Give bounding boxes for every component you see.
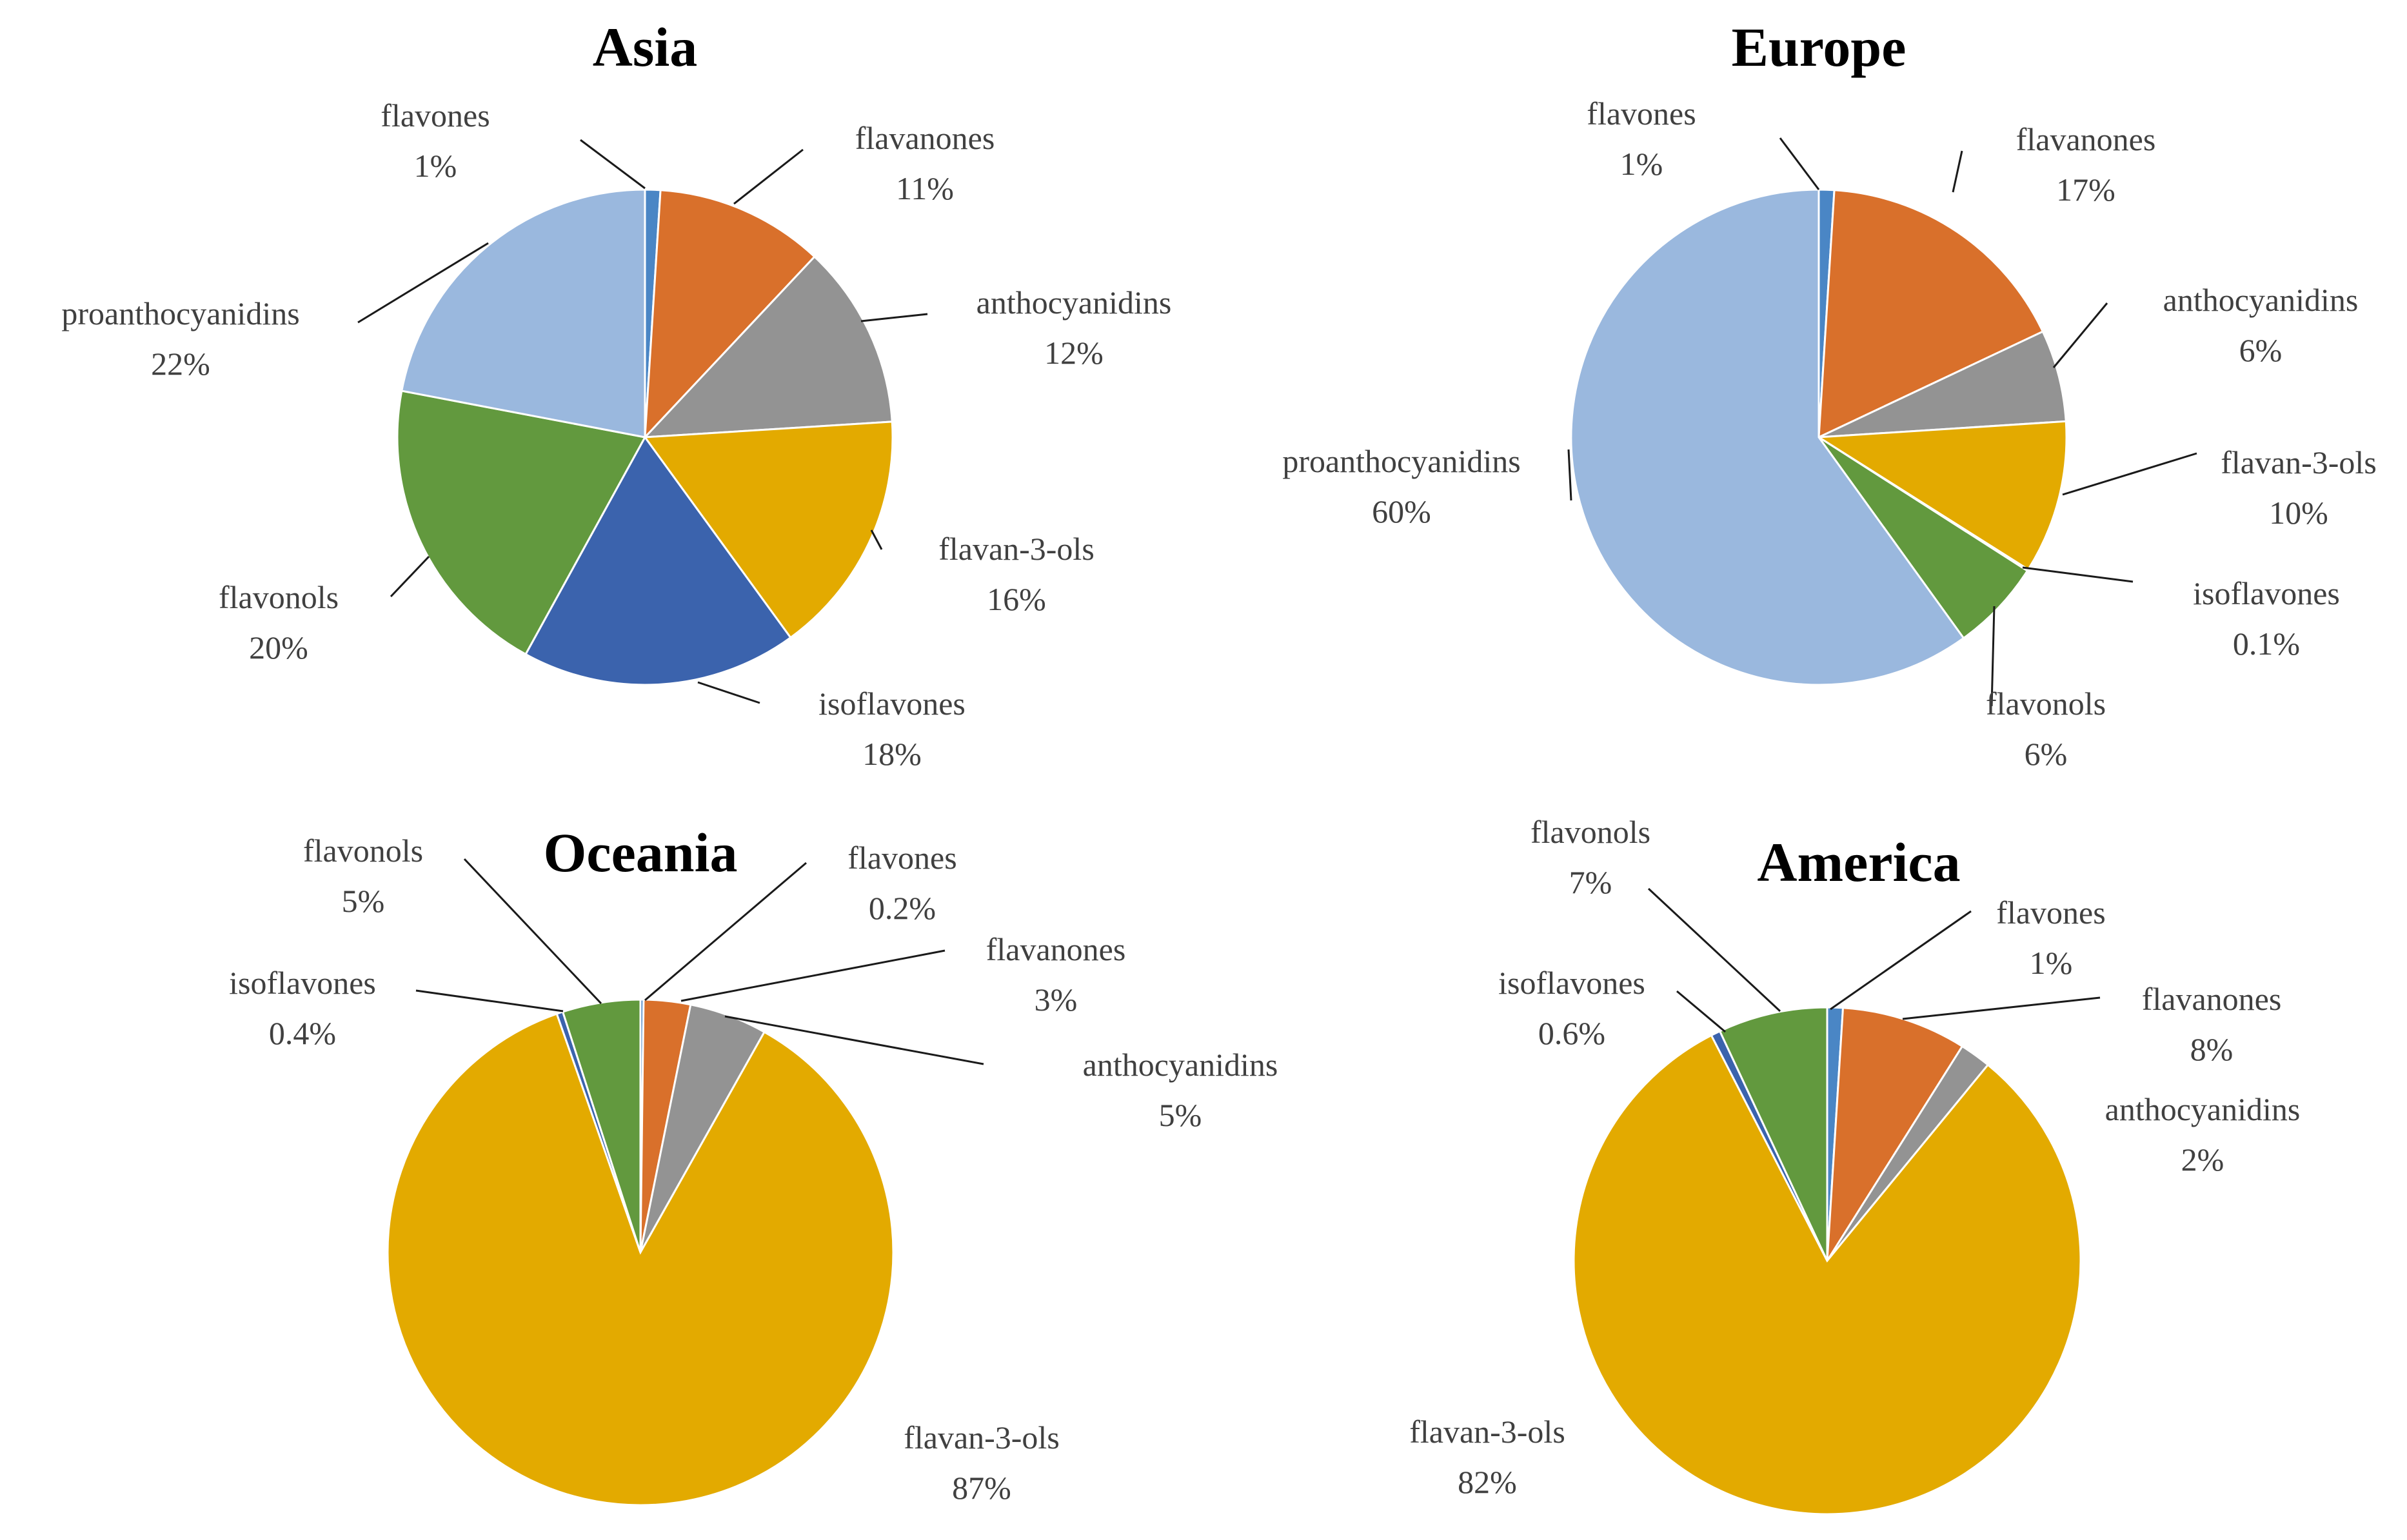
slice-oceania-flavan-3-ols [386,1012,895,1506]
pie-chart-asia: Asia flavones 1% flavanones 11% anthocyanidin… [61,16,1171,772]
slice-europe-flavanones [1818,189,2045,439]
slice-name-oceania-flavones: flavones [847,840,956,876]
leader-line-oceania-isoflavones [415,989,564,1012]
leader-line-oceania-flavonols [463,858,602,1005]
slice-name-europe-flavanones: flavanones [2016,121,2156,157]
leader-line-asia-isoflavones [697,681,760,704]
slice-name-asia-flavonols: flavonols [219,579,339,615]
slice-name-asia-flavanones: flavanones [855,120,995,156]
chart-title-asia: Asia [593,16,697,78]
slice-value-america-flavan-3-ols: 82% [1458,1464,1517,1500]
slice-name-asia-anthocyanidins: anthocyanidins [976,284,1172,321]
leader-line-asia-flavan-3-ols [870,529,883,550]
leader-line-america-isoflavones [1676,990,1726,1033]
slice-value-oceania-flavones: 0.2% [869,890,936,926]
chart-title-america: America [1757,831,1960,893]
slice-europe-proanthocyanidins [1570,188,1965,686]
slice-name-america-anthocyanidins: anthocyanidins [2105,1091,2301,1127]
slice-asia-flavan-3-ols [643,420,894,639]
pie-chart-europe: Europe flavones 1% flavanones 17% anthocyanid… [1282,16,2376,772]
slice-name-asia-isoflavones: isoflavones [818,686,966,722]
slice-name-europe-anthocyanidins: anthocyanidins [2163,282,2359,318]
leader-line-asia-proanthocyanidins [357,242,489,324]
leader-line-europe-proanthocyanidins [1567,449,1572,501]
slice-name-asia-flavones: flavones [381,97,490,133]
slice-value-europe-anthocyanidins: 6% [2239,332,2283,368]
leader-line-asia-flavanones [733,148,804,205]
leader-line-asia-flavonols [390,555,430,598]
slice-value-oceania-flavan-3-ols: 87% [952,1470,1011,1506]
slice-value-oceania-flavonols: 5% [342,883,385,919]
slice-value-america-flavones: 1% [2030,945,2073,981]
slice-name-america-flavonols: flavonols [1530,814,1650,850]
leader-line-america-flavonols [1647,887,1781,1012]
slice-asia-proanthocyanidins [401,188,646,439]
slice-value-europe-proanthocyanidins: 60% [1372,493,1431,529]
slice-value-oceania-flavanones: 3% [1035,982,1078,1018]
slice-name-europe-isoflavones: isoflavones [2193,575,2340,611]
slice-name-asia-flavan-3-ols: flavan-3-ols [938,531,1095,567]
slice-name-oceania-flavan-3-ols: flavan-3-ols [904,1419,1060,1456]
slice-name-america-flavan-3-ols: flavan-3-ols [1409,1414,1565,1450]
pie-chart-america: America flavones 1% flavanones 8% anthocyanid… [1409,814,2301,1515]
slice-name-europe-flavones: flavones [1587,95,1696,132]
slice-europe-flavonols [1818,436,2029,640]
slice-value-europe-flavanones: 17% [2056,172,2115,208]
leader-line-europe-flavones [1779,137,1820,190]
leader-line-asia-anthocyanidins [860,313,928,322]
slice-value-asia-isoflavones: 18% [862,736,922,772]
slice-name-europe-flavan-3-ols: flavan-3-ols [2221,444,2377,480]
slice-value-europe-flavones: 1% [1620,146,1663,182]
leader-line-europe-flavanones [1952,150,1963,193]
slice-name-europe-flavonols: flavonols [1986,686,2106,722]
slice-europe-anthocyanidins [1818,330,2067,439]
slice-asia-isoflavones [524,435,792,686]
slice-value-oceania-anthocyanidins: 5% [1159,1097,1202,1133]
leader-line-oceania-flavones [644,862,807,1002]
slice-name-america-flavones: flavones [1996,894,2105,931]
slice-name-oceania-isoflavones: isoflavones [229,965,376,1001]
slice-name-oceania-flavonols: flavonols [303,833,423,869]
slice-name-oceania-flavanones: flavanones [986,931,1126,967]
slice-value-asia-flavonols: 20% [249,629,308,666]
slice-name-america-isoflavones: isoflavones [1498,965,1645,1001]
slice-value-europe-isoflavones: 0.1% [2233,626,2300,662]
leader-line-america-flavanones [1902,996,2101,1020]
slice-value-america-flavanones: 8% [2190,1031,2234,1067]
slice-asia-flavonols [396,390,647,656]
slice-europe-flavan-3-ols [1816,420,2068,571]
leader-line-oceania-anthocyanidins [724,1015,984,1065]
slice-value-america-isoflavones: 0.6% [1538,1015,1605,1051]
chart-title-oceania: Oceania [544,822,738,884]
slice-value-europe-flavan-3-ols: 10% [2269,495,2328,531]
slice-asia-flavanones [644,189,816,440]
slice-value-europe-flavonols: 6% [2025,736,2068,772]
slice-value-asia-flavan-3-ols: 16% [987,581,1046,617]
slice-america-flavan-3-ols [1572,1034,2082,1515]
leader-line-oceania-flavanones [680,949,946,1002]
leader-line-europe-flavan-3-ols [2062,452,2197,496]
slice-name-europe-proanthocyanidins: proanthocyanidins [1282,443,1520,479]
chart-title-europe: Europe [1732,16,1907,78]
slice-value-asia-flavones: 1% [414,148,457,184]
slice-name-oceania-anthocyanidins: anthocyanidins [1083,1047,1278,1083]
slice-value-asia-flavanones: 11% [896,170,954,206]
pie-chart-oceania: Oceania flavones 0.2% flavanones 3%anthocyan… [229,822,1278,1506]
leader-line-europe-isoflavones [2022,566,2134,583]
slice-value-oceania-isoflavones: 0.4% [269,1015,336,1051]
slice-value-america-anthocyanidins: 2% [2181,1141,2224,1178]
slice-value-america-flavonols: 7% [1569,864,1612,900]
slice-america-flavonols [1718,1006,1828,1261]
slice-value-asia-anthocyanidins: 12% [1044,335,1104,371]
leader-line-asia-flavones [580,139,646,190]
slice-value-asia-proanthocyanidins: 22% [151,346,210,382]
slice-name-america-flavanones: flavanones [2142,981,2282,1017]
leader-line-europe-flavonols [1990,606,1996,707]
leader-line-europe-anthocyanidins [2052,302,2108,368]
slice-asia-anthocyanidins [642,255,893,439]
leader-line-america-flavones [1830,910,1972,1011]
slice-name-asia-proanthocyanidins: proanthocyanidins [61,295,299,331]
